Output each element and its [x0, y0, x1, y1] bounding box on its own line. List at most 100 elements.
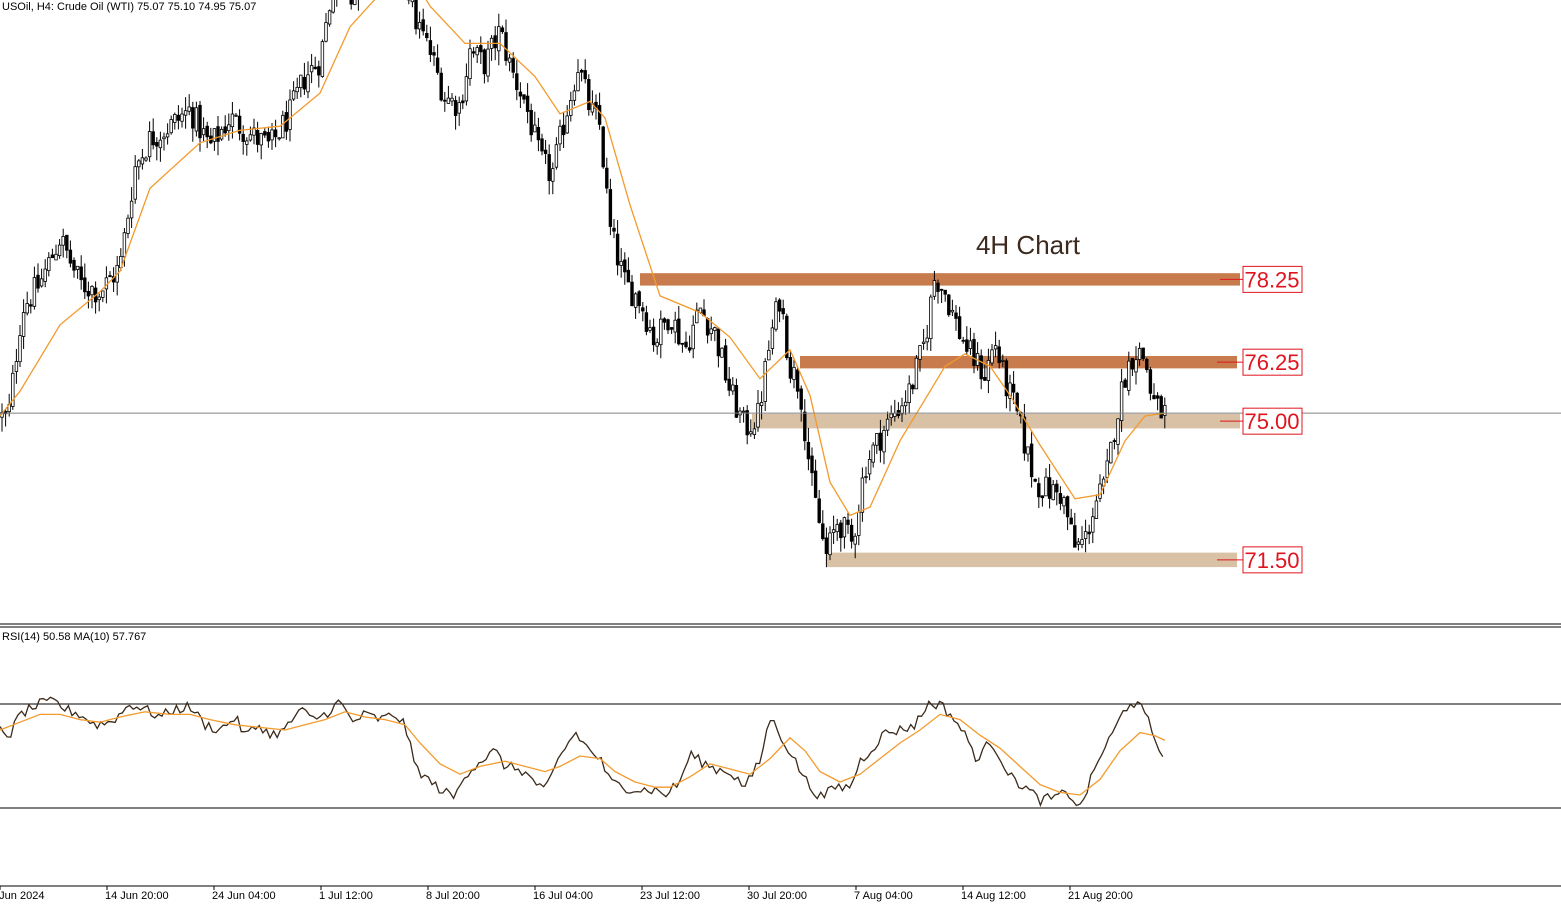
candle: [169, 115, 173, 135]
candle: [954, 305, 958, 331]
candle: [1152, 383, 1156, 400]
candle: [144, 156, 148, 162]
candle: [32, 266, 37, 310]
candle: [165, 123, 170, 145]
candle: [65, 234, 69, 259]
candle: [407, 0, 411, 5]
candle: [997, 339, 1001, 369]
candle: [713, 326, 717, 342]
candle: [1001, 354, 1005, 368]
candle: [61, 228, 65, 258]
candle: [1040, 495, 1045, 507]
candle: [126, 214, 130, 239]
candle: [68, 240, 73, 268]
candle: [417, 11, 422, 39]
candle: [968, 327, 973, 355]
candle: [259, 132, 263, 160]
candle: [43, 259, 47, 288]
candle: [288, 89, 292, 142]
candle: [11, 364, 15, 410]
candle: [821, 510, 825, 541]
candle: [313, 56, 317, 70]
candle: [648, 319, 652, 333]
candle: [554, 137, 559, 170]
candle: [475, 44, 479, 64]
candle: [1080, 526, 1084, 549]
candle: [54, 244, 58, 261]
candle: [1011, 371, 1016, 404]
candle: [320, 39, 325, 78]
candle: [727, 366, 731, 397]
candle: [191, 101, 195, 142]
candle: [1065, 495, 1070, 531]
candle: [219, 126, 224, 141]
candle: [309, 54, 314, 84]
candle: [1109, 441, 1113, 464]
candle: [331, 0, 335, 14]
candle: [1004, 358, 1009, 409]
candlesticks: [0, 0, 1167, 568]
candle: [1073, 512, 1077, 548]
candle: [587, 74, 591, 116]
candle: [237, 109, 242, 141]
candle: [1037, 477, 1041, 508]
candle: [1116, 418, 1120, 455]
candle: [47, 252, 51, 277]
candle: [324, 12, 328, 43]
candle: [536, 117, 541, 152]
candle: [655, 338, 659, 355]
candle: [518, 82, 523, 109]
candle: [929, 294, 933, 351]
candle: [983, 364, 987, 382]
candle: [669, 327, 674, 334]
candle: [691, 315, 695, 359]
candle: [147, 121, 152, 162]
candle: [1033, 478, 1037, 483]
candle: [1076, 538, 1081, 551]
candle: [266, 126, 271, 148]
candle: [461, 94, 465, 110]
candle: [327, 9, 332, 27]
candle: [349, 0, 353, 10]
candle: [745, 405, 749, 445]
zone-label-71-50: 71.50: [1244, 548, 1299, 573]
candle: [295, 77, 299, 99]
candle: [871, 442, 875, 468]
candle: [1137, 342, 1142, 366]
candle: [749, 419, 753, 437]
candle: [583, 59, 587, 84]
candle: [223, 115, 227, 137]
candle: [227, 113, 231, 141]
x-tick-label: 23 Jul 12:00: [640, 890, 700, 902]
candle: [489, 35, 494, 61]
zone-label-box: [1242, 407, 1303, 435]
candle: [291, 81, 296, 101]
candle: [162, 132, 166, 151]
candle: [673, 311, 677, 344]
candle: [3, 408, 8, 427]
candle: [515, 60, 519, 101]
candle: [889, 405, 893, 426]
candle: [212, 128, 217, 151]
candle: [561, 111, 566, 148]
candle: [551, 162, 555, 195]
candle: [457, 96, 461, 126]
candle: [651, 318, 656, 352]
candle: [770, 319, 775, 355]
candle: [205, 121, 209, 149]
chart-title: 4H Chart: [976, 230, 1081, 260]
candle: [525, 83, 530, 124]
candle: [759, 391, 764, 420]
candle: [547, 144, 551, 195]
candle: [432, 45, 436, 66]
candle: [1094, 494, 1099, 519]
candle: [939, 288, 944, 303]
x-tick-label: 16 Jul 04:00: [533, 890, 593, 902]
candle: [450, 93, 454, 106]
sr-zones: [640, 273, 1240, 568]
x-tick-label: 7 Aug 04:00: [854, 890, 913, 902]
candle: [1015, 391, 1019, 415]
candle: [137, 158, 141, 180]
candle: [435, 44, 440, 75]
candle: [482, 48, 487, 84]
